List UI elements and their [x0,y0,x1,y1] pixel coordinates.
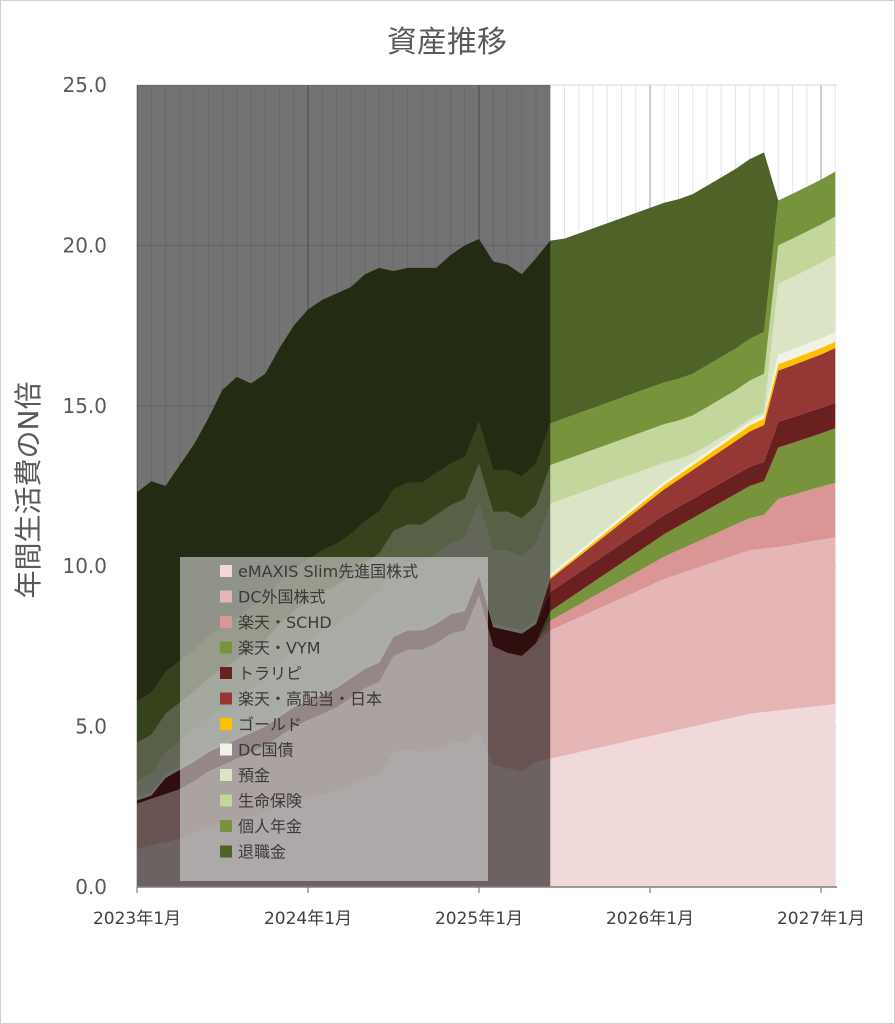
legend-label: 預金 [238,766,270,785]
legend-swatch [220,616,232,628]
legend-label: ゴールド [238,715,302,734]
legend-swatch [220,743,232,756]
legend-label: 楽天・SCHD [238,613,332,632]
x-tick-label: 2025年1月 [435,909,523,929]
legend-swatch [220,692,232,705]
y-tick-label: 15.0 [62,394,107,418]
y-tick-label: 20.0 [62,233,107,257]
y-tick-label: 5.0 [75,715,107,739]
legend-label: 退職金 [238,843,286,862]
legend-label: 楽天・VYM [238,639,321,658]
legend-swatch [220,769,232,781]
legend-label: トラリピ [238,664,302,683]
axes: 0.0 5.0 10.0 15.0 20.0 25.0 2023年1月 2024年1月 2025… [62,73,865,929]
y-tick-label: 0.0 [75,875,107,899]
legend-swatch [220,565,232,577]
y-axis-label: 年間生活費のN倍 [12,382,45,599]
x-tick-label: 2026年1月 [606,909,694,929]
legend-label: eMAXIS Slim先進国株式 [238,562,418,581]
area-series-2 [137,482,836,804]
y-tick-label: 25.0 [62,73,107,97]
legend-swatch [220,820,232,832]
legend-swatch [220,641,232,654]
legend-swatch [220,590,232,603]
legend-swatch [220,667,232,679]
legend-swatch [220,845,232,858]
x-tick-label: 2024年1月 [264,909,352,929]
legend-label: 楽天・高配当・日本 [238,690,382,709]
x-tick-label: 2027年1月 [777,909,865,929]
chart-title: 資産推移 [387,25,507,60]
legend-label: DC国債 [238,741,294,760]
x-tick-label: 2023年1月 [93,909,181,929]
legend-swatch [220,718,232,730]
legend-swatch [220,794,232,807]
legend-label: 個人年金 [238,817,302,836]
y-tick-label: 10.0 [62,554,107,578]
legend-label: DC外国株式 [238,588,326,607]
legend-label: 生命保険 [238,792,302,811]
